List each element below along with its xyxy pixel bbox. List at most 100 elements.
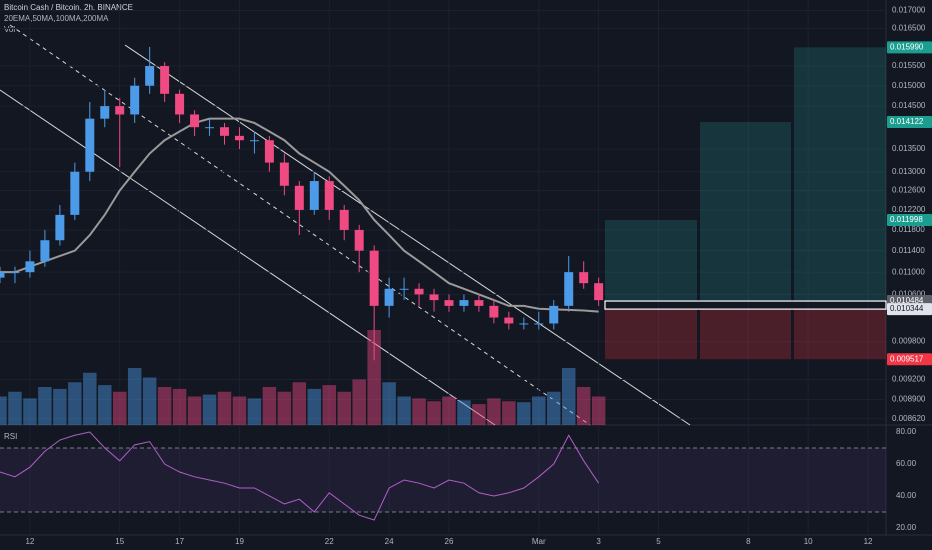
candle-body (249, 140, 259, 142)
candle-body (130, 85, 140, 115)
volume-bar (8, 391, 22, 425)
y-tick-label: 0.009200 (892, 375, 926, 384)
candle-body (354, 229, 364, 251)
rsi-tick-label: 40.00 (896, 491, 917, 500)
volume-bar (83, 372, 97, 425)
y-tick-label: 0.014500 (892, 101, 926, 110)
candle-body (564, 272, 574, 306)
price-tag (887, 115, 932, 128)
candle-body (504, 317, 514, 324)
volume-bar (53, 388, 67, 425)
x-tick-label: Mar (532, 537, 546, 546)
volume-bar (0, 396, 7, 425)
volume-bar (247, 398, 262, 425)
volume-bar (547, 391, 561, 425)
candle-body (205, 127, 215, 129)
price-tag-label: 0.010344 (890, 304, 924, 313)
volume-bar (412, 398, 426, 425)
candle-body (160, 66, 170, 94)
price-tag (887, 213, 932, 226)
candle-body (40, 240, 50, 262)
y-tick-label: 0.013000 (892, 167, 926, 176)
volume-bar (337, 391, 351, 425)
volume-bar (157, 387, 172, 425)
trend-line (9, 24, 591, 426)
y-tick-label: 0.012200 (892, 205, 926, 214)
x-tick-label: 10 (804, 537, 813, 546)
volume-bar (217, 391, 232, 425)
stop-zone (700, 309, 791, 360)
candle-body (414, 288, 424, 295)
volume-bar (532, 396, 546, 425)
candle-body (459, 300, 469, 306)
volume-bar (202, 394, 217, 425)
volume-bar (232, 396, 247, 425)
target-zone (794, 47, 886, 302)
trend-line (0, 89, 496, 426)
candle-body (10, 272, 20, 274)
x-tick-label: 3 (596, 537, 601, 546)
rsi-label: RSI (4, 432, 17, 441)
candle-body (549, 305, 559, 324)
volume-bar (187, 396, 202, 425)
y-tick-label: 0.008900 (892, 395, 926, 404)
candle-body (324, 181, 334, 210)
x-tick-label: 8 (746, 537, 751, 546)
candle-body (70, 171, 80, 215)
volume-bar (262, 387, 277, 425)
volume-bar (127, 368, 142, 425)
volume-bar (68, 382, 82, 425)
candle-body (534, 323, 544, 325)
candle-body (339, 209, 349, 230)
x-tick-label: 17 (175, 537, 184, 546)
rsi-tick-label: 20.00 (896, 523, 917, 532)
candle-body (234, 135, 244, 141)
y-tick-label: 0.012600 (892, 186, 926, 195)
target-zone (605, 219, 697, 302)
rsi-tick-label: 60.00 (896, 459, 917, 468)
volume-bar (322, 385, 336, 425)
volume-bar (142, 377, 157, 425)
x-tick-label: 12 (25, 537, 34, 546)
candle-body (429, 294, 439, 301)
y-tick-label: 0.011000 (892, 267, 925, 276)
price-tag-label: 0.014122 (890, 117, 924, 126)
y-tick-label: 0.016500 (892, 24, 926, 33)
price-tag (887, 41, 932, 54)
volume-bar (367, 330, 381, 425)
candle-body (444, 300, 454, 306)
x-tick-label: 26 (445, 537, 454, 546)
candle-body (579, 272, 589, 284)
candle-body (279, 162, 289, 186)
y-tick-label: 0.011800 (892, 225, 925, 234)
target-zone (700, 121, 791, 302)
entry-zone (604, 300, 887, 310)
rsi-line (0, 431, 600, 521)
volume-bar (487, 398, 501, 425)
candle-body (220, 127, 229, 136)
y-tick-label: 0.010600 (892, 290, 926, 299)
volume-bar (352, 379, 366, 425)
volume-bar (172, 388, 187, 425)
stop-zone (794, 309, 886, 360)
candle-body (594, 283, 604, 301)
candle-body (190, 114, 200, 128)
candle-body (55, 214, 65, 241)
price-tag-label: 0.009517 (890, 354, 924, 363)
candle-body (384, 288, 394, 306)
volume-bar (23, 398, 37, 425)
volume-bar (457, 400, 471, 425)
volume-bar (561, 368, 576, 425)
volume-bar (38, 387, 52, 425)
volume-bar (98, 385, 112, 425)
volume-bar (502, 401, 516, 425)
candle-body (115, 106, 125, 115)
candle-body (264, 140, 274, 163)
chart-title: Bitcoin Cash / Bitcoin, 2h, BINANCE (4, 3, 133, 12)
y-tick-label: 0.015500 (892, 61, 926, 70)
candle-body (85, 118, 95, 172)
x-tick-label: 22 (325, 537, 334, 546)
indicators-label: 20EMA,50MA,100MA,200MA (4, 14, 109, 23)
